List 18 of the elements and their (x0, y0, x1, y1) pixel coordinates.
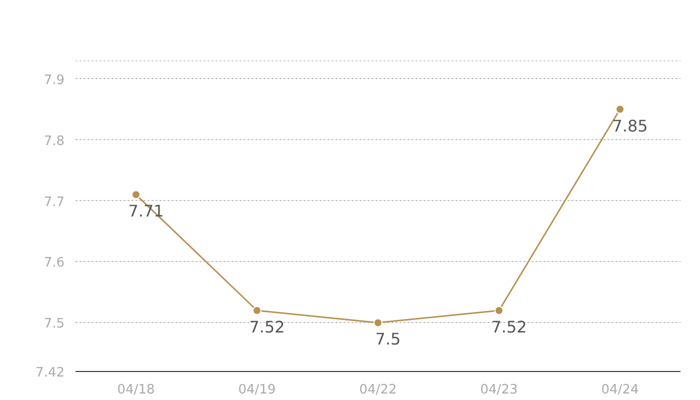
data-label: 7.85 (612, 116, 648, 136)
x-tick-label: 04/19 (238, 382, 276, 398)
y-tick-label: 7.8 (44, 134, 65, 149)
y-tick-label: 7.9 (44, 72, 65, 88)
x-tick-label: 04/24 (601, 382, 639, 398)
y-tick-label: 7.7 (44, 194, 65, 210)
x-tick-label: 04/22 (359, 382, 397, 398)
data-label: 7.52 (249, 318, 285, 337)
data-label: 7.5 (375, 330, 401, 349)
point (616, 104, 624, 114)
y-tick-label: 7.6 (44, 256, 65, 271)
data-label: 7.52 (491, 318, 527, 337)
y-tick-label: 7.42 (36, 366, 65, 380)
point (132, 190, 140, 200)
point (374, 318, 382, 328)
x-tick-label: 04/18 (117, 382, 155, 398)
x-tick-label: 04/23 (480, 382, 518, 398)
y-tick-label: 7.5 (44, 316, 65, 332)
